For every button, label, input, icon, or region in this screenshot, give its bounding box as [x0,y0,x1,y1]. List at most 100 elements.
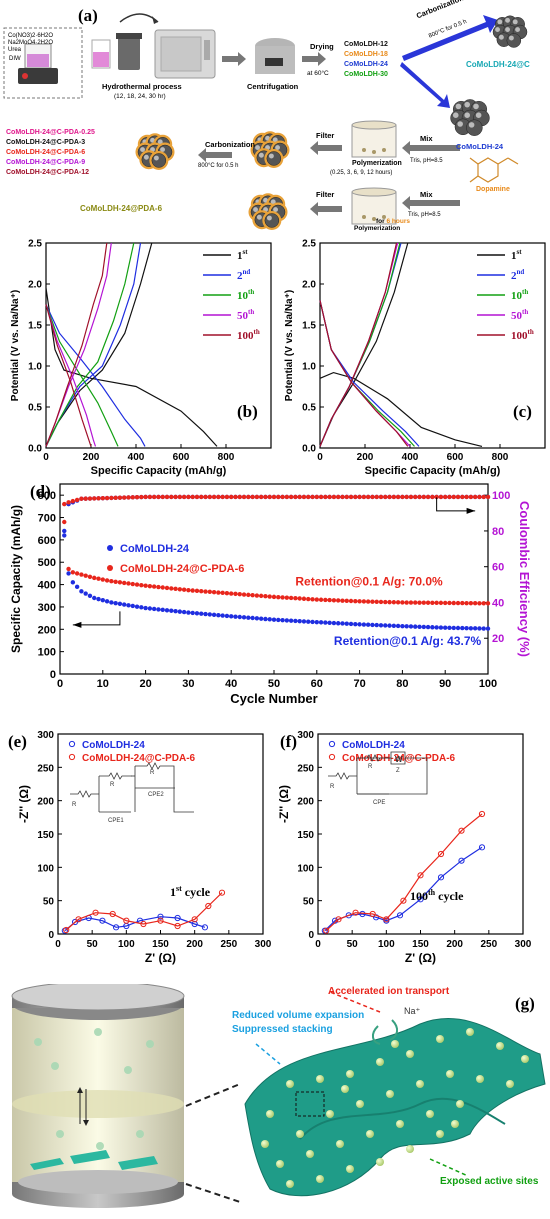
x-axis-label: Cycle Number [230,691,317,706]
capacity-point [288,595,294,601]
data-point [201,924,209,931]
sample-30: CoMoLDH-30 [344,71,388,78]
capacity-point [327,620,332,626]
efficiency-point [117,495,123,500]
legend-label: 50th [511,308,528,322]
capacity-point [267,617,272,622]
efficiency-point [297,494,302,500]
branch-2 [357,751,428,795]
capacity-point [267,594,272,599]
capacity-point [404,624,409,629]
sphere-highlight [253,207,258,212]
efficiency-point [104,495,110,501]
x-tick-label: 300 [255,939,272,950]
efficiency-point [241,494,247,500]
legend-label: 2nd [511,268,524,282]
capacity-point [451,625,456,631]
capacity-point [306,596,311,602]
tris-label-2: Tris, pH=8.5 [408,212,441,218]
panel-f-label: (f) [280,732,297,751]
sphere [151,153,167,168]
y-tick-label: 0 [50,669,56,681]
capacity-point [147,583,153,589]
panel-b-label: (b) [237,402,258,421]
na-ion [436,1130,444,1138]
capacity-point [87,593,93,598]
data-point [112,924,120,931]
curve-charge [319,242,399,447]
capacity-point [151,606,157,612]
capacity-point [169,608,174,613]
hotplate-beaker-icon [18,43,58,84]
separator [12,1090,184,1118]
curved-arrow [119,13,159,23]
na-ion [406,1050,414,1058]
capacity-point [169,586,174,591]
y-tick-label: 150 [37,830,54,841]
capacity-point [284,595,290,600]
cycle-word: cycle [435,889,464,903]
capacity-point [344,621,349,626]
efficiency-point [413,494,418,500]
reagent-1: Co(NO3)2·6H2O [8,33,54,39]
sphere-highlight [266,215,272,221]
efficiency-point [177,494,183,500]
zoom-box [295,1091,325,1117]
capacity-point [79,589,84,594]
circuit-label: R [330,784,335,790]
sphere-highlight [272,137,278,143]
capacity-point [293,618,298,624]
capacity-point [387,623,392,628]
x-tick-label: 0 [317,452,323,463]
capacity-point [83,591,88,596]
capacity-point [297,596,302,601]
na-ion [276,1160,284,1168]
capacity-point [177,587,183,592]
capacity-point [361,599,367,604]
na-ion [391,1040,399,1048]
x-tick-label: 150 [412,939,429,950]
efficiency-point [194,494,200,500]
capacity-point [327,597,332,603]
capacity-point [323,620,328,625]
capacity-point [276,594,281,600]
circuit-label: R [368,764,373,770]
y-tick-label: 1.0 [28,362,42,373]
legend-marker [68,740,76,748]
capacity-point [271,617,277,622]
pda-12: CoMoLDH-24@C-PDA-12 [6,169,90,176]
pda6-label: CoMoLDH-24@PDA-6 [80,204,163,213]
capacity-point [126,603,131,608]
circuit-label: W [395,755,403,764]
plot-d: 0 10 20 30 40 50 60 70 80 90 100 0 100 200 300 400 500 60… [9,483,532,706]
efficiency-point [220,494,225,500]
panel-g-label: (g) [515,994,535,1013]
efficiency-point [237,494,242,500]
plot-frame [45,242,272,449]
capacity-point [258,616,264,621]
y-tick-label: 150 [297,830,314,841]
data-point [323,927,330,934]
sphere-highlight [497,19,503,25]
ldh-sheet [244,1018,546,1197]
carbonization-label-2: Carbonization [205,140,255,149]
data-point [99,917,106,924]
capacity-point [288,618,294,623]
drying-temp: at 60°C [307,70,329,77]
x-tick-label: 50 [347,939,359,950]
capacity-point [430,625,435,630]
y-tick-label: 600 [38,535,56,547]
x-tick-label: 70 [353,678,365,690]
cycle-sup: st [176,884,182,893]
mix-arrow-1 [402,141,460,155]
ldh-arrow [400,62,450,108]
efficiency-point [472,494,478,500]
equivalent-circuit: W R R Z CPE [328,751,428,806]
capacity-point [336,621,341,626]
legend-sup: st [243,248,249,256]
y-tick-label: 50 [43,897,55,908]
panel-d: 0 10 20 30 40 50 60 70 80 90 100 0 100 200 300 400 500 60… [0,478,550,718]
capacity-point [485,601,491,606]
efficiency-point [207,494,212,500]
legend-label: CoMoLDH-24 [120,543,190,555]
